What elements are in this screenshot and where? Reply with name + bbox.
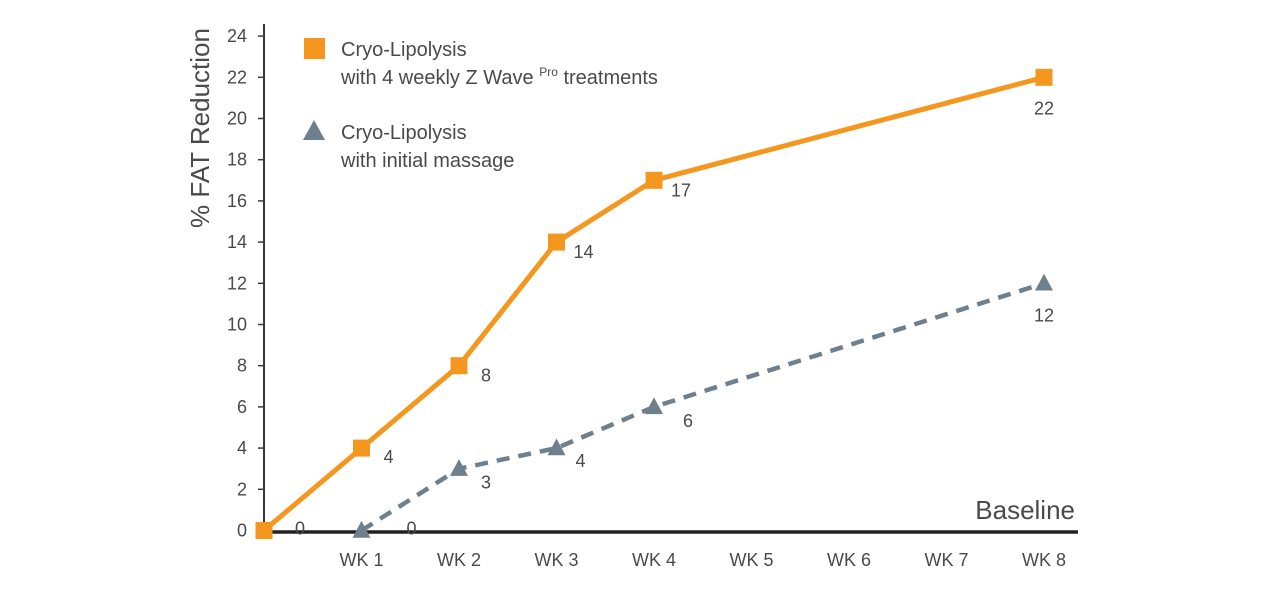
data-point-triangle: [547, 438, 566, 456]
data-label: 12: [1034, 305, 1054, 325]
legend-label-suffix: treatments: [558, 67, 658, 89]
y-tick-label: 12: [227, 273, 247, 293]
data-label: 4: [575, 451, 585, 471]
x-tick-label: WK 8: [1022, 550, 1066, 570]
data-label: 14: [573, 242, 593, 262]
series-gray: 0 3 4 6 12: [352, 273, 1054, 539]
series-layer: 0 4 8 14 17 22 0 3 4 6 12: [255, 68, 1054, 539]
data-label: 17: [671, 180, 691, 200]
legend: Cryo-Lipolysis with 4 weekly Z Wave Pro t…: [303, 38, 658, 172]
y-tick-label: 14: [227, 232, 247, 252]
series-line: [360, 281, 1045, 533]
legend-label-line2: with 4 weekly Z Wave Pro treatments: [340, 65, 658, 89]
data-label: 3: [481, 473, 491, 493]
legend-marker-triangle: [303, 120, 325, 140]
data-point-square: [1035, 68, 1053, 86]
legend-label-prefix: with 4 weekly Z Wave: [340, 67, 539, 89]
data-point-square: [450, 357, 468, 375]
data-label: 0: [295, 519, 305, 539]
baseline-label: Baseline: [975, 495, 1075, 525]
data-point-square: [548, 233, 565, 251]
y-tick-label: 18: [227, 150, 247, 170]
legend-marker-square: [304, 38, 325, 59]
data-label: 0: [406, 519, 416, 539]
y-tick-label: 24: [227, 26, 247, 46]
data-point-triangle: [450, 459, 468, 476]
y-tick-label: 6: [237, 397, 247, 417]
y-tick-label: 10: [227, 315, 247, 335]
series-orange: 0 4 8 14 17 22: [255, 68, 1054, 539]
x-tick-label: WK 6: [827, 550, 871, 570]
data-point-square: [353, 439, 370, 457]
y-tick-label: 4: [237, 438, 247, 458]
y-tick-label: 16: [227, 191, 247, 211]
y-tick-label: 0: [237, 521, 247, 541]
x-tick-label: WK 5: [729, 550, 773, 570]
data-point-triangle: [645, 397, 663, 415]
data-label: 22: [1034, 98, 1054, 118]
legend-label-superscript: Pro: [539, 65, 558, 79]
x-tick-label: WK 3: [534, 550, 578, 570]
data-label: 4: [383, 447, 393, 467]
y-axis-title: % FAT Reduction: [185, 28, 215, 228]
y-tick-label: 20: [227, 109, 247, 129]
legend-label-line1: Cryo-Lipolysis: [341, 39, 467, 61]
data-label: 8: [481, 366, 491, 386]
x-tick-label: WK 1: [339, 550, 383, 570]
x-tick-label: WK 2: [437, 550, 481, 570]
y-tick-label: 22: [227, 67, 247, 87]
y-tick-label: 8: [237, 356, 247, 376]
data-point-square: [645, 171, 663, 189]
series-line: [262, 74, 1045, 533]
x-tick-label: WK 7: [924, 550, 968, 570]
data-point-triangle: [352, 520, 371, 538]
data-point-triangle: [1035, 273, 1053, 291]
y-tick-label: 2: [237, 479, 247, 499]
data-point-square: [255, 522, 273, 539]
legend-label-line1: Cryo-Lipolysis: [341, 122, 467, 144]
legend-label-line2: with initial massage: [340, 150, 514, 172]
x-tick-label: WK 4: [632, 550, 676, 570]
data-label: 6: [683, 411, 693, 431]
